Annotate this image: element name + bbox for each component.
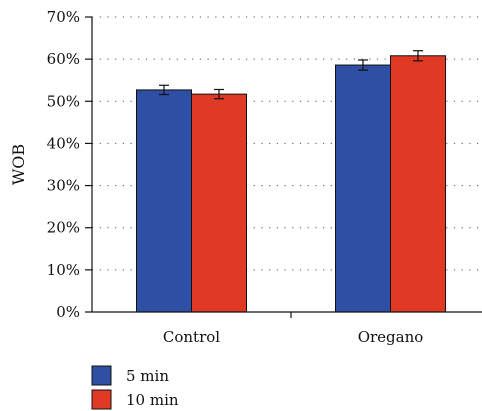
- legend: 5 min 10 min: [91, 365, 179, 410]
- legend-label: 5 min: [126, 367, 169, 385]
- x-tick-label: Control: [163, 328, 220, 346]
- y-tick-label: 70%: [47, 8, 80, 26]
- legend-swatch: [91, 389, 112, 410]
- y-tick-label: 60%: [47, 50, 80, 68]
- bar: [335, 64, 391, 313]
- error-bars: [159, 50, 423, 100]
- y-tick-label: 20%: [47, 219, 80, 237]
- y-tick-label: 10%: [47, 261, 80, 279]
- y-tick-label: 40%: [47, 134, 80, 152]
- bars: [136, 55, 446, 313]
- y-axis-label: WOB: [9, 144, 28, 185]
- x-tick-label: Oregano: [358, 328, 424, 346]
- y-axis-ticks: 0% 10% 20% 30% 40% 50% 60% 70%: [47, 8, 92, 321]
- bar: [191, 93, 247, 313]
- y-tick-label: 50%: [47, 92, 80, 110]
- x-axis-ticks: Control Oregano: [163, 312, 423, 346]
- y-tick-label: 0%: [56, 303, 80, 321]
- y-tick-label: 30%: [47, 177, 80, 195]
- legend-label: 10 min: [126, 391, 179, 409]
- bar: [136, 89, 192, 313]
- bar: [390, 55, 446, 313]
- legend-swatch: [91, 365, 112, 386]
